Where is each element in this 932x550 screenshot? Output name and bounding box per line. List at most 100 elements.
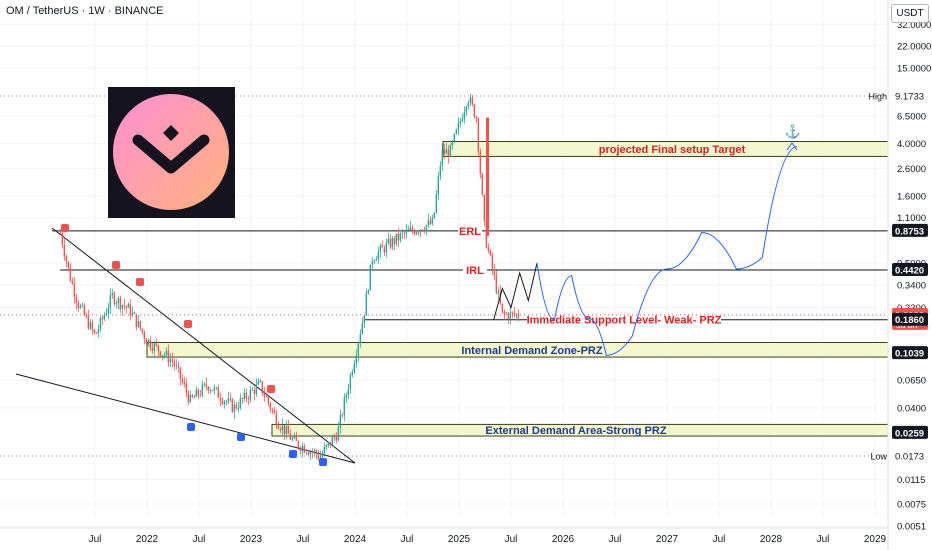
candle-body: [187, 392, 190, 403]
level-label: IRL: [466, 265, 484, 277]
candle-body: [87, 315, 90, 329]
candle-body: [489, 250, 492, 256]
candle-body: [91, 322, 94, 330]
candle-body: [479, 151, 482, 175]
chart-title: OM / TetherUS · 1W · BINANCE: [6, 5, 164, 17]
currency-button[interactable]: USDT: [891, 4, 929, 23]
candle-body: [233, 404, 236, 412]
candle-body: [379, 245, 382, 252]
candle-body: [235, 404, 238, 409]
candle-body: [361, 322, 364, 335]
level-label-bg: [463, 263, 487, 277]
thumbs-up-icon: [289, 450, 297, 458]
candle-body: [95, 332, 98, 334]
candle-body: [371, 260, 374, 265]
candle-body: [351, 372, 354, 375]
candle-body: [431, 218, 434, 225]
candle-body: [105, 313, 108, 316]
candle-body: [497, 291, 500, 293]
y-tick-label: 0.3400: [897, 281, 926, 292]
candle-body: [417, 232, 420, 234]
candle-body: [405, 229, 408, 234]
candle-body: [141, 328, 144, 333]
candle-body: [353, 363, 356, 373]
candle-body: [139, 320, 142, 329]
candle-body: [385, 243, 388, 253]
x-tick-label: 2022: [136, 534, 159, 545]
candle-body: [465, 106, 468, 112]
candle-body: [279, 428, 282, 431]
candle-body: [63, 245, 66, 257]
candle-body: [119, 298, 122, 309]
thumbs-down-icon: [184, 320, 192, 328]
candle-body: [343, 397, 346, 416]
candle-body: [481, 174, 484, 195]
candle-body: [373, 260, 376, 262]
candle-body: [457, 122, 460, 130]
candle-body: [299, 447, 302, 451]
candle-body: [213, 387, 216, 391]
candle-body: [229, 398, 232, 400]
candle-body: [357, 343, 360, 356]
candle-body: [163, 355, 166, 356]
candle-body: [153, 343, 156, 351]
candle-body: [175, 365, 178, 367]
candle-body: [429, 220, 432, 225]
x-tick-label: 2024: [344, 534, 367, 545]
candle-body: [321, 453, 324, 457]
candle-body: [209, 390, 212, 391]
candle-body: [505, 313, 508, 315]
candle-body: [117, 298, 120, 304]
candle-body: [317, 454, 320, 459]
candle-body: [245, 392, 248, 399]
candle-body: [473, 104, 476, 118]
candle-body: [185, 384, 188, 393]
candle-body: [493, 269, 496, 276]
candle-body: [147, 339, 150, 344]
candle-body: [425, 225, 428, 232]
candle-body: [61, 232, 64, 246]
candle-body: [395, 233, 398, 244]
candle-body: [359, 334, 362, 344]
candle-body: [143, 332, 146, 340]
level-label: ERL: [459, 226, 481, 238]
candle-body: [227, 398, 230, 402]
candle-body: [319, 456, 322, 459]
candle-body: [59, 232, 62, 234]
candle-body: [381, 245, 384, 248]
candle-body: [99, 318, 102, 330]
candles: [59, 93, 520, 461]
price-label-value: 0.1860: [895, 315, 924, 326]
candle-body: [393, 238, 396, 244]
candle-body: [377, 251, 380, 260]
x-tick-label: 2025: [448, 534, 471, 545]
candle-body: [503, 311, 506, 314]
candle-body: [509, 312, 512, 320]
x-tick-label: Jul: [817, 534, 830, 545]
candle-body: [389, 238, 392, 248]
candle-body: [451, 141, 454, 146]
candle-body: [145, 339, 148, 344]
candle-body: [495, 275, 498, 293]
candle-body: [419, 229, 422, 233]
candle-body: [517, 314, 520, 318]
x-tick-label: 2027: [656, 534, 679, 545]
candle-body: [149, 339, 152, 348]
candle-body: [255, 384, 258, 394]
price-label-value: 0.1039: [895, 349, 924, 360]
x-tick-label: Jul: [297, 534, 310, 545]
candle-body: [367, 290, 370, 294]
candle-body: [115, 303, 118, 304]
candle-body: [383, 247, 386, 253]
y-tick-label: 22.0000: [897, 41, 931, 52]
candle-body: [461, 119, 464, 122]
candle-body: [77, 302, 80, 308]
price-label-box: [892, 89, 928, 102]
candle-body: [107, 308, 110, 314]
candle-body: [507, 314, 510, 320]
candle-body: [263, 393, 266, 397]
candle-body: [515, 314, 518, 315]
level-label-bg: [527, 313, 721, 326]
